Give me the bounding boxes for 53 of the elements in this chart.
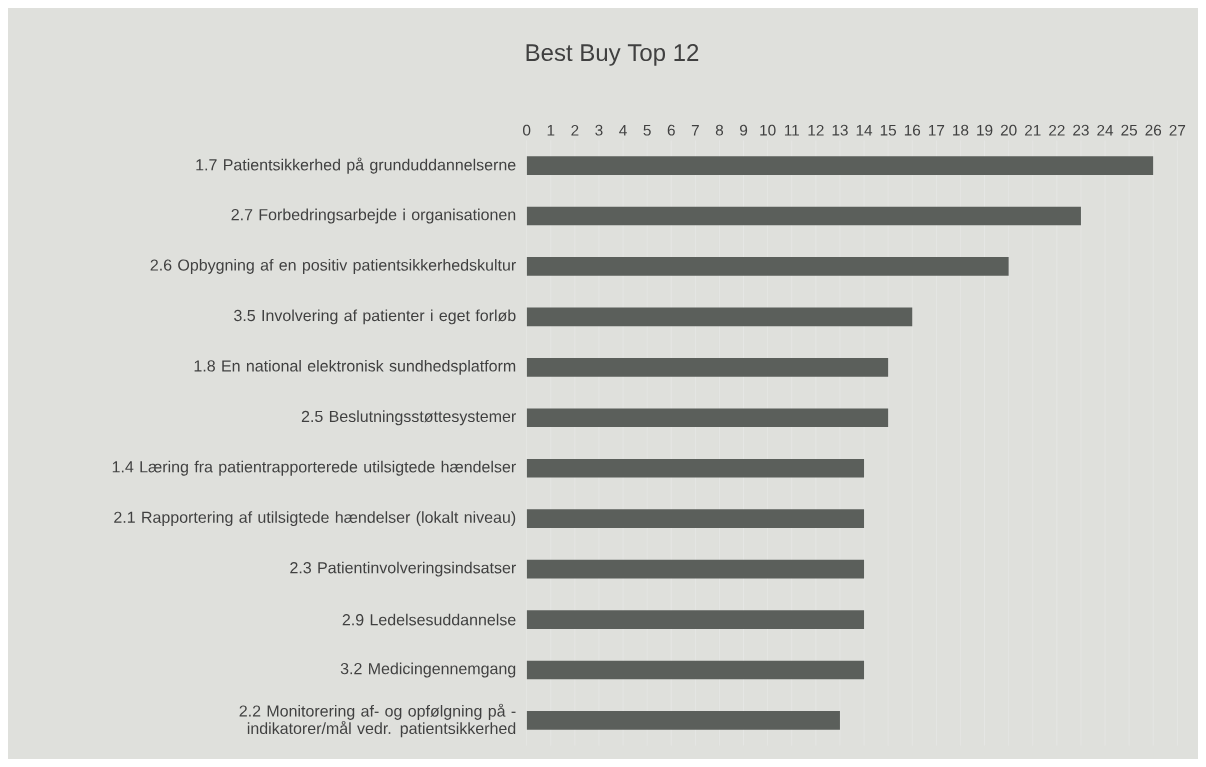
bar <box>526 610 865 629</box>
y-tick-label: 2.7 Forbedringsarbejde i organisationen <box>231 208 516 224</box>
y-tick-label: 2.2 Monitorering af- og opfølgning på - indikatorer/mål vedr. patientsikkerhed <box>239 703 516 738</box>
x-tick-label: 21 <box>1024 124 1041 136</box>
bar <box>526 660 865 680</box>
bar <box>526 711 840 730</box>
x-tick-label: 9 <box>740 124 748 136</box>
x-tick-label: 11 <box>784 125 799 136</box>
x-tick-label: 26 <box>1145 124 1162 136</box>
y-tick-label: 3.5 Involvering af patienter i eget forløb <box>234 309 516 325</box>
x-tick-label: 17 <box>928 125 945 136</box>
y-tick-label: 2.6 Opbygning af en positiv patientsikkerhedskultur <box>150 258 516 274</box>
y-tick-label: 1.8 En national elektronisk sundhedsplatform <box>194 359 516 375</box>
x-tick-label: 22 <box>1049 124 1065 136</box>
x-tick-label: 14 <box>856 125 873 136</box>
bar <box>526 156 1154 175</box>
x-tick-label: 27 <box>1169 124 1186 136</box>
bar <box>526 458 865 478</box>
bar <box>526 358 889 377</box>
y-tick-label: 3.2 Medicingennemgang <box>340 662 516 678</box>
y-tick-label: 2.5 Beslutningsstøttesystemer <box>301 410 516 426</box>
x-tick-label: 10 <box>760 124 776 136</box>
x-tick-label: 0 <box>523 124 531 136</box>
x-tick-label: 16 <box>904 124 921 136</box>
bar <box>526 206 1081 226</box>
x-tick-label: 5 <box>643 124 651 136</box>
x-tick-label: 20 <box>1000 124 1017 136</box>
bar <box>526 257 1009 276</box>
x-tick-label: 7 <box>691 125 699 136</box>
x-tick-label: 24 <box>1097 124 1114 136</box>
bar <box>526 509 865 528</box>
x-tick-label: 3 <box>595 124 603 136</box>
y-tick-label: 1.4 Læring fra patientrapporterede utilsigtede hændelser <box>112 460 516 476</box>
x-tick-label: 1 <box>547 125 555 136</box>
x-tick-label: 15 <box>880 124 897 136</box>
y-tick-label: 2.1 Rapportering af utilsigtede hændelser (lokalt niveau) <box>114 511 516 527</box>
y-tick-label: 1.7 Patientsikkerhed på grunduddannelserne <box>196 157 516 174</box>
x-tick-label: 2 <box>571 124 579 136</box>
x-tick-label: 8 <box>715 124 724 136</box>
x-tick-label: 13 <box>832 124 848 136</box>
bar <box>526 559 865 579</box>
y-tick-label: 2.9 Ledelsesuddannelse <box>342 613 516 626</box>
chart-title: Best Buy Top 12 <box>526 44 699 66</box>
x-tick-label: 18 <box>953 124 969 136</box>
x-tick-label: 19 <box>977 124 993 136</box>
x-tick-label: 23 <box>1073 124 1089 136</box>
bar <box>526 307 913 327</box>
x-tick-label: 12 <box>808 124 824 136</box>
x-tick-label: 4 <box>619 125 627 136</box>
x-tick-label: 6 <box>667 124 675 136</box>
bar <box>526 408 889 428</box>
x-tick-label: 25 <box>1121 124 1138 136</box>
y-tick-label: 2.3 Patientinvolveringsindsatser <box>290 561 516 577</box>
